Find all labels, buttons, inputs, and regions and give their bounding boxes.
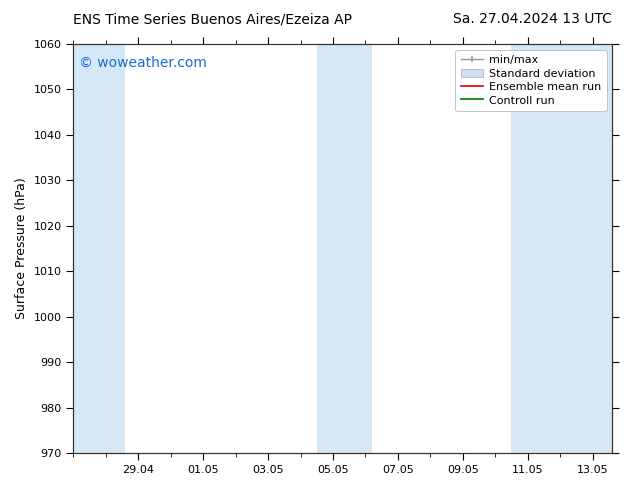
Text: © woweather.com: © woweather.com bbox=[79, 56, 207, 70]
Bar bbox=[512, 44, 612, 453]
Text: ENS Time Series Buenos Aires/Ezeiza AP: ENS Time Series Buenos Aires/Ezeiza AP bbox=[74, 12, 353, 26]
Y-axis label: Surface Pressure (hPa): Surface Pressure (hPa) bbox=[15, 178, 28, 319]
Text: Sa. 27.04.2024 13 UTC: Sa. 27.04.2024 13 UTC bbox=[453, 12, 612, 26]
Bar bbox=[317, 44, 372, 453]
Legend: min/max, Standard deviation, Ensemble mean run, Controll run: min/max, Standard deviation, Ensemble me… bbox=[455, 49, 607, 111]
Bar bbox=[74, 44, 126, 453]
